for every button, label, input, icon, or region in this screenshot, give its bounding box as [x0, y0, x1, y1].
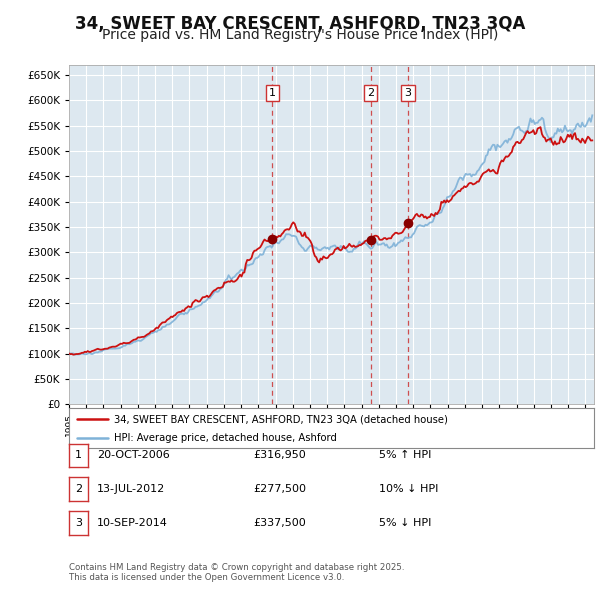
Text: 2: 2	[367, 88, 374, 98]
Text: 5% ↑ HPI: 5% ↑ HPI	[379, 451, 431, 460]
Text: 3: 3	[404, 88, 412, 98]
Text: £337,500: £337,500	[253, 518, 306, 527]
Text: HPI: Average price, detached house, Ashford: HPI: Average price, detached house, Ashf…	[113, 432, 337, 442]
Text: 34, SWEET BAY CRESCENT, ASHFORD, TN23 3QA: 34, SWEET BAY CRESCENT, ASHFORD, TN23 3Q…	[75, 15, 525, 32]
Text: 1: 1	[269, 88, 275, 98]
Text: 10% ↓ HPI: 10% ↓ HPI	[379, 484, 439, 494]
Text: Price paid vs. HM Land Registry's House Price Index (HPI): Price paid vs. HM Land Registry's House …	[102, 28, 498, 42]
Text: Contains HM Land Registry data © Crown copyright and database right 2025.
This d: Contains HM Land Registry data © Crown c…	[69, 563, 404, 582]
Text: 5% ↓ HPI: 5% ↓ HPI	[379, 518, 431, 527]
Text: 10-SEP-2014: 10-SEP-2014	[97, 518, 168, 527]
Text: 1: 1	[75, 451, 82, 460]
Text: 13-JUL-2012: 13-JUL-2012	[97, 484, 166, 494]
Text: 20-OCT-2006: 20-OCT-2006	[97, 451, 170, 460]
Text: 3: 3	[75, 518, 82, 527]
Text: 2: 2	[75, 484, 82, 494]
Text: 34, SWEET BAY CRESCENT, ASHFORD, TN23 3QA (detached house): 34, SWEET BAY CRESCENT, ASHFORD, TN23 3Q…	[113, 414, 448, 424]
Text: £277,500: £277,500	[253, 484, 306, 494]
Text: £316,950: £316,950	[253, 451, 306, 460]
